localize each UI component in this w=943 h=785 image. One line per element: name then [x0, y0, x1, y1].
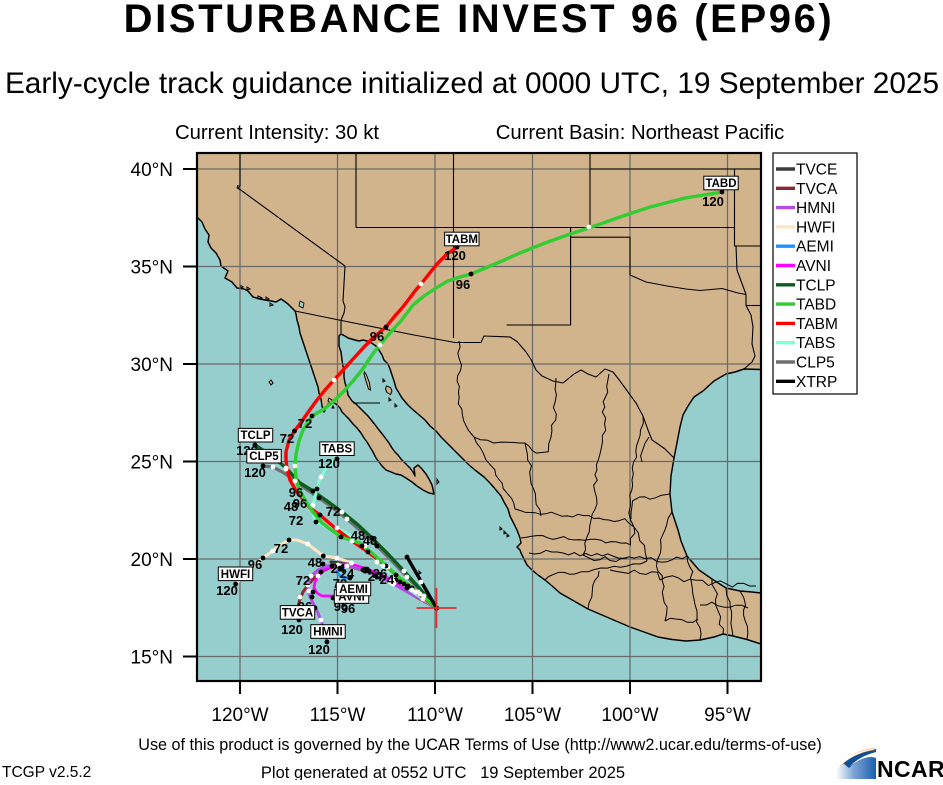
svg-text:96: 96	[289, 485, 303, 500]
svg-text:72: 72	[280, 431, 294, 446]
svg-text:HMNI: HMNI	[796, 200, 836, 217]
svg-text:72: 72	[296, 573, 310, 588]
svg-text:CLP5: CLP5	[796, 355, 835, 372]
svg-text:30°N: 30°N	[131, 355, 173, 376]
svg-text:TVCA: TVCA	[282, 607, 313, 619]
svg-text:Current Intensity: 30 kt: Current Intensity: 30 kt	[175, 122, 379, 144]
svg-text:72: 72	[326, 504, 340, 519]
svg-text:TVCE: TVCE	[796, 162, 837, 179]
svg-text:96: 96	[370, 329, 384, 344]
svg-text:25°N: 25°N	[131, 453, 173, 474]
svg-text:24: 24	[368, 569, 383, 584]
svg-text:AEMI: AEMI	[796, 239, 834, 256]
svg-text:TABM: TABM	[796, 316, 838, 333]
svg-text:72: 72	[298, 416, 312, 431]
svg-text:20°N: 20°N	[131, 550, 173, 571]
svg-text:Current Basin: Northeast Pacif: Current Basin: Northeast Pacific	[496, 122, 785, 144]
svg-text:HMNI: HMNI	[313, 627, 342, 639]
svg-text:TVCA: TVCA	[796, 181, 838, 198]
svg-text:TCLP: TCLP	[796, 277, 836, 294]
svg-text:120°W: 120°W	[211, 705, 268, 726]
svg-text:95°W: 95°W	[704, 705, 751, 726]
svg-text:26: 26	[373, 566, 387, 581]
svg-text:TABD: TABD	[796, 297, 836, 314]
svg-text:AEMI: AEMI	[339, 584, 368, 596]
svg-text:TABS: TABS	[322, 444, 353, 456]
svg-text:TCLP: TCLP	[240, 430, 270, 442]
svg-text:120: 120	[318, 456, 340, 471]
svg-text:CLP5: CLP5	[249, 451, 279, 463]
svg-text:120: 120	[308, 642, 330, 657]
svg-text:24: 24	[380, 572, 395, 587]
svg-text:HWFI: HWFI	[221, 569, 250, 581]
svg-text:48: 48	[363, 533, 377, 548]
svg-text:24: 24	[340, 566, 355, 581]
svg-text:AVNI: AVNI	[796, 258, 831, 275]
svg-text:40°N: 40°N	[131, 160, 173, 181]
svg-text:35°N: 35°N	[131, 258, 173, 279]
svg-text:48: 48	[284, 499, 298, 514]
svg-text:XTRP: XTRP	[796, 374, 837, 391]
svg-text:96: 96	[293, 496, 307, 511]
svg-text:TABD: TABD	[705, 178, 736, 190]
svg-text:Use of this product is governe: Use of this product is governed by the U…	[138, 736, 821, 754]
svg-text:120: 120	[244, 465, 266, 480]
svg-text:NCAR: NCAR	[877, 756, 943, 780]
svg-text:96: 96	[341, 601, 355, 616]
svg-text:72: 72	[289, 513, 303, 528]
svg-text:120: 120	[702, 194, 724, 209]
svg-text:24: 24	[331, 561, 346, 576]
svg-text:96: 96	[456, 277, 470, 292]
svg-text:48: 48	[308, 555, 322, 570]
svg-text:TABS: TABS	[796, 335, 835, 352]
svg-text:Plot generated at 0552 UTC 1: Plot generated at 0552 UTC 19 September …	[261, 764, 625, 780]
svg-text:115°W: 115°W	[310, 705, 366, 726]
svg-text:105°W: 105°W	[504, 705, 561, 726]
svg-text:100°W: 100°W	[601, 705, 658, 726]
svg-text:Early-cycle track guidance ini: Early-cycle track guidance initialized a…	[5, 67, 939, 100]
svg-text:120: 120	[281, 622, 303, 637]
svg-text:120: 120	[216, 583, 238, 598]
svg-text:72: 72	[274, 541, 288, 556]
svg-text:120: 120	[444, 248, 466, 263]
svg-text:DISTURBANCE INVEST 96 (EP96): DISTURBANCE INVEST 96 (EP96)	[124, 0, 835, 41]
svg-text:15°N: 15°N	[131, 648, 173, 669]
svg-text:TCGP v2.5.2: TCGP v2.5.2	[2, 764, 91, 780]
svg-text:HWFI: HWFI	[796, 219, 836, 236]
svg-text:TABM: TABM	[446, 234, 478, 246]
svg-text:48: 48	[351, 528, 365, 543]
svg-text:110°W: 110°W	[407, 705, 463, 726]
